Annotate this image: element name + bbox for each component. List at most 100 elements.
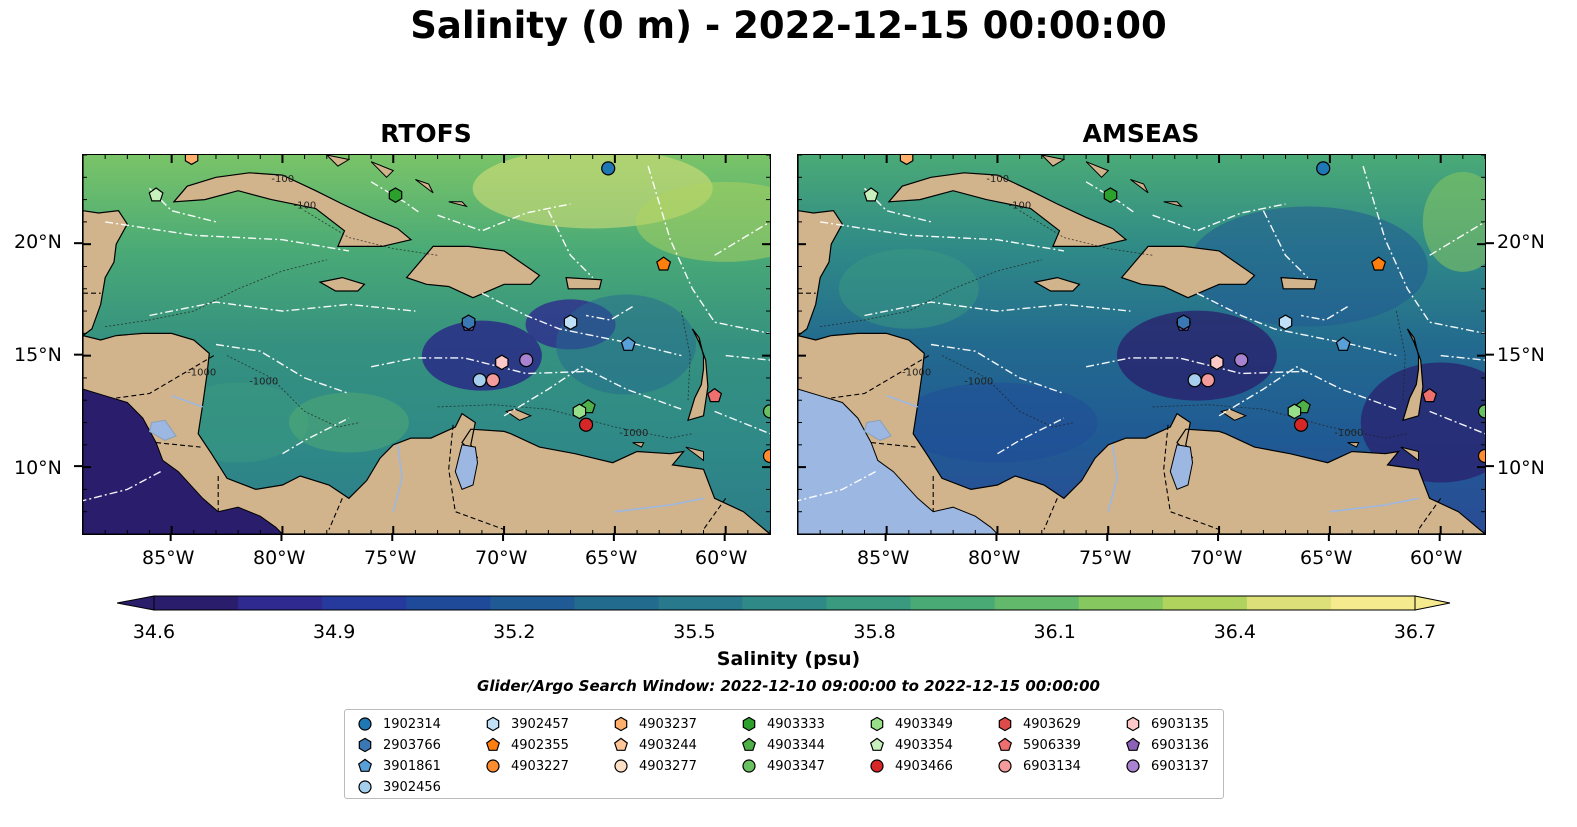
legend-label: 4903277 <box>639 758 697 774</box>
float-marker-1902314 <box>1316 161 1331 176</box>
colorbar-bin <box>406 596 491 610</box>
pentagon-icon <box>485 737 501 751</box>
lat-tick-label: 10°N <box>1497 457 1545 479</box>
colorbar-tick-label: 34.9 <box>312 621 356 643</box>
colorbar-tick-label: 35.2 <box>493 621 536 643</box>
circle-icon <box>870 759 884 773</box>
search-window-text: Glider/Argo Search Window: 2022-12-10 09… <box>477 677 1100 695</box>
legend-label: 3901861 <box>383 758 441 774</box>
float-marker-4902355 <box>656 256 672 271</box>
float-marker-1902314 <box>601 161 616 176</box>
pentagon-icon <box>613 737 629 751</box>
lon-tick-label: 60°W <box>695 547 748 569</box>
colorbar-tick-label: 36.1 <box>1033 621 1076 643</box>
legend-label: 3902456 <box>383 779 441 795</box>
colorbar <box>116 592 1452 618</box>
legend-item: 4903237 <box>613 714 697 734</box>
lon-tick-label: 80°W <box>968 547 1021 569</box>
pentagon-icon <box>869 737 885 751</box>
float-marker-3902457 <box>563 314 578 331</box>
float-marker-6903134 <box>485 373 501 388</box>
contour-label: -100 <box>271 174 294 185</box>
contour-label: -1000 <box>1334 428 1363 439</box>
float-marker-3902456 <box>472 373 487 388</box>
legend-item: 4903344 <box>741 735 825 755</box>
circle-icon <box>358 780 372 794</box>
lat-tick-label: 20°N <box>1497 231 1545 253</box>
legend-item: 6903134 <box>997 756 1081 776</box>
float-marker-5906339 <box>707 387 723 403</box>
lon-tick-label: 75°W <box>364 547 417 569</box>
circle-icon <box>998 759 1012 773</box>
lon-tick-label: 85°W <box>142 547 195 569</box>
colorbar-bin <box>322 596 407 610</box>
lon-tick-label: 65°W <box>1300 547 1353 569</box>
float-marker-6903137 <box>519 353 534 368</box>
float-marker-6903135 <box>1210 354 1224 371</box>
lon-tick-label: 85°W <box>857 547 910 569</box>
lat-tick-label: 15°N <box>1497 344 1545 366</box>
legend-item: 4903466 <box>869 756 953 776</box>
hexagon-icon <box>358 737 372 753</box>
contour-label: -1000 <box>902 368 931 379</box>
colorbar-bin <box>574 596 659 610</box>
legend-item: 4903347 <box>741 756 825 776</box>
lon-tick-label: 60°W <box>1410 547 1463 569</box>
lon-tick-label: 70°W <box>1190 547 1243 569</box>
legend-item: 3902456 <box>357 777 441 797</box>
circle-icon <box>742 759 756 773</box>
float-marker-6903137 <box>1234 353 1249 368</box>
float-marker-4903333 <box>1103 187 1118 203</box>
legend-item: 4903629 <box>997 714 1081 734</box>
float-marker-4903237 <box>184 155 199 166</box>
contour-label: -100 <box>1009 201 1032 212</box>
legend-label: 4903244 <box>639 737 697 753</box>
legend-label: 6903137 <box>1151 758 1209 774</box>
legend-label: 3902457 <box>511 716 569 732</box>
hexagon-icon <box>742 716 756 732</box>
contour-label: -1000 <box>619 428 648 439</box>
lat-tick-label: 10°N <box>14 457 62 479</box>
legend-label: 6903136 <box>1151 737 1209 753</box>
lat-tick-label: 15°N <box>14 344 62 366</box>
circle-icon <box>614 759 628 773</box>
colorbar-bin <box>1162 596 1248 610</box>
float-marker-4903349 <box>1287 403 1302 420</box>
float-marker-4903466 <box>1293 417 1309 432</box>
pentagon-icon <box>1125 737 1141 751</box>
float-marker-4902355 <box>1371 256 1387 271</box>
contour-label: -1000 <box>187 368 216 379</box>
lon-tick-label: 75°W <box>1079 547 1132 569</box>
legend-label: 4903354 <box>895 737 953 753</box>
legend-item: 4903277 <box>613 756 697 776</box>
legend-label: 4903227 <box>511 758 569 774</box>
lat-tick-label: 20°N <box>14 231 62 253</box>
legend-label: 1902314 <box>383 716 441 732</box>
circle-icon <box>1126 759 1140 773</box>
legend-item: 5906339 <box>997 735 1081 755</box>
colorbar-bin <box>994 596 1080 610</box>
legend-item: 1902314 <box>357 714 441 734</box>
colorbar-bin <box>658 596 743 610</box>
map-panel-rtofs: -1000 -1000 -100 -100 -1000 <box>82 154 771 535</box>
legend-label: 4903347 <box>767 758 825 774</box>
legend-label: 4903349 <box>895 716 953 732</box>
float-marker-5906339 <box>1422 387 1438 403</box>
map-panel-amseas: -1000 -1000 -100 -100 -1000 <box>797 154 1486 535</box>
float-marker-4903333 <box>388 187 403 203</box>
float-marker-4903354 <box>863 187 879 202</box>
hexagon-icon <box>1126 716 1140 732</box>
float-marker-2903766 <box>1176 314 1191 331</box>
float-marker-4903227 <box>762 448 770 464</box>
legend-label: 5906339 <box>1023 737 1081 753</box>
colorbar-bin <box>1078 596 1164 610</box>
legend-item: 2903766 <box>357 735 441 755</box>
colorbar-bin <box>238 596 323 610</box>
float-marker-4903347 <box>1477 404 1485 419</box>
legend-item: 6903135 <box>1125 714 1209 734</box>
float-marker-3901861 <box>620 336 636 351</box>
legend-item: 3901861 <box>357 756 441 776</box>
legend-label: 4903629 <box>1023 716 1081 732</box>
legend-label: 2903766 <box>383 737 441 753</box>
hexagon-icon <box>998 716 1012 732</box>
